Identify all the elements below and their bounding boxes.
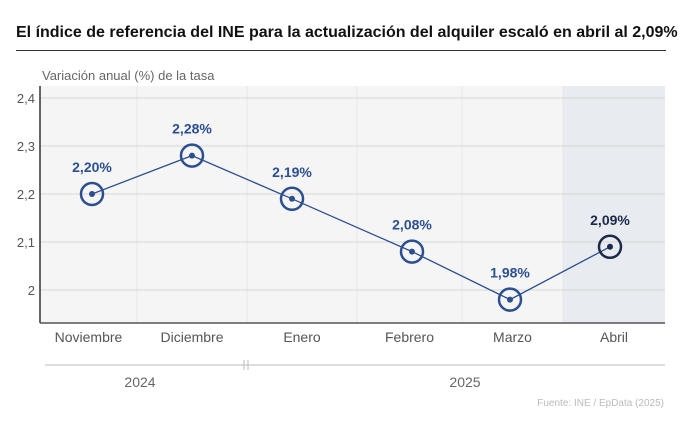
data-point-marker [179,143,205,168]
data-label: 2,20% [72,159,112,175]
title-divider [16,50,666,51]
data-point-dot [607,243,613,250]
y-tick-label: 2 [28,283,35,298]
data-label: 1,98% [490,265,530,281]
data-point-dot [409,248,415,255]
chart-title: El índice de referencia del INE para la … [16,24,678,41]
data-point-marker [79,181,105,207]
x-tick-label: Noviembre [55,329,123,345]
y-tick-label: 2,2 [17,187,35,202]
data-point-marker [399,239,425,264]
data-point-marker [597,234,623,260]
x-tick-label: Diciembre [160,329,223,345]
x-tick-label: Abril [600,329,628,345]
data-point-marker [279,186,305,212]
data-point-dot [289,195,295,202]
x-tick-label: Febrero [385,329,434,345]
y-tick-label: 2,1 [17,235,35,250]
y-tick-label: 2,4 [17,91,35,106]
source-note: Fuente: INE / EpData (2025) [537,398,664,409]
data-point-dot [89,191,95,197]
x-tick-label: Marzo [493,329,532,345]
year-label: 2024 [124,374,155,390]
year-label: 2025 [449,374,480,390]
y-axis-label: Variación anual (%) de la tasa [42,68,215,83]
data-label: 2,19% [272,164,312,180]
data-point-dot [507,296,513,303]
y-tick-label: 2,3 [17,139,35,154]
data-label: 2,08% [392,217,432,233]
data-point-marker [497,287,523,312]
series-line [91,154,611,301]
plot-background [40,86,665,323]
data-label: 2,09% [590,212,630,228]
data-label: 2,28% [172,121,212,137]
data-point-dot [189,152,195,159]
highlight-band [563,86,665,323]
x-tick-label: Enero [283,329,321,345]
